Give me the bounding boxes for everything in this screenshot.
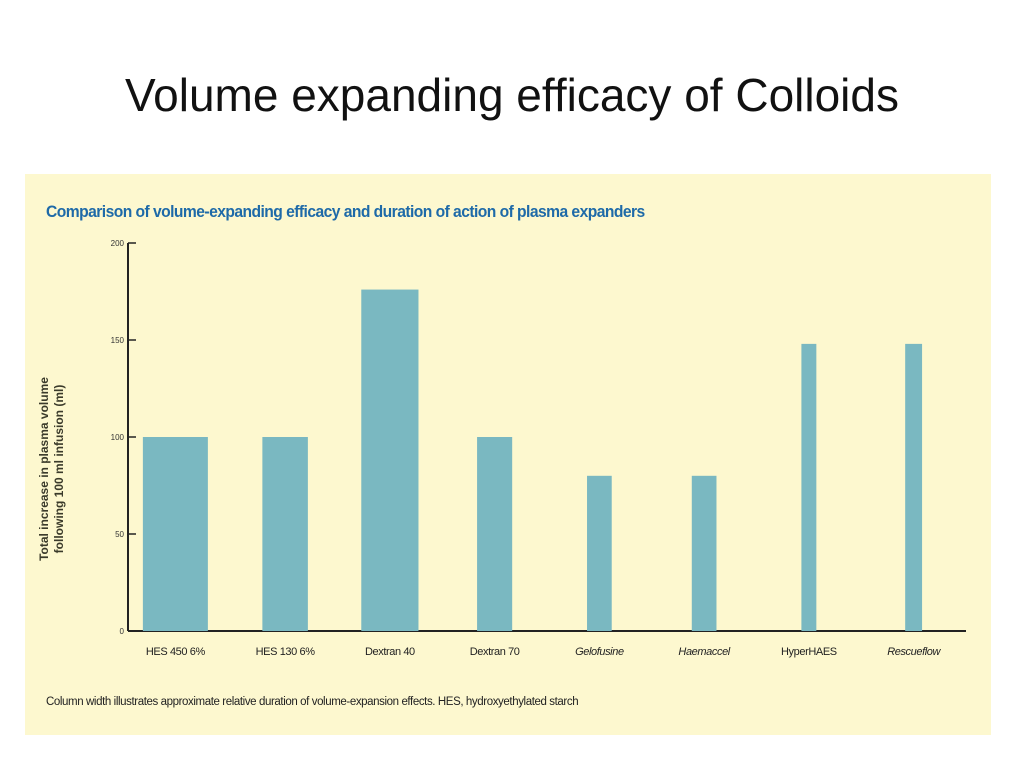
bar-hes-450-6-	[142, 437, 208, 631]
bar-haemaccel	[691, 475, 717, 631]
x-tick-label: HyperHAES	[781, 646, 837, 658]
bar-hyperhaes	[801, 343, 817, 631]
x-tick-label: HES 450 6%	[146, 646, 206, 658]
y-tick-label: 0	[120, 627, 125, 636]
x-tick-label: Rescueflow	[887, 646, 941, 658]
x-tick-label: Dextran 70	[470, 646, 520, 658]
y-tick-label: 150	[111, 336, 125, 345]
chart-panel: Comparison of volume-expanding efficacy …	[25, 174, 991, 735]
x-tick-label: HES 130 6%	[256, 646, 316, 658]
slide-title: Volume expanding efficacy of Colloids	[125, 69, 899, 121]
chart-title: Comparison of volume-expanding efficacy …	[46, 202, 645, 221]
bar-dextran-40	[361, 289, 419, 631]
bar-gelofusine	[587, 475, 612, 631]
x-tick-label: Dextran 40	[365, 646, 415, 658]
y-tick-label: 100	[111, 433, 125, 442]
y-tick-label: 50	[115, 530, 124, 539]
y-tick-label: 200	[111, 239, 125, 248]
bar-hes-130-6-	[262, 437, 308, 631]
x-tick-label: Haemaccel	[678, 646, 730, 658]
plot-area: 0 50 100 150 200 HES 450 6% HES 130 6% Dextran …	[111, 239, 966, 658]
x-tick-label: Gelofusine	[575, 646, 624, 658]
footnote: Column width illustrates approximate rel…	[46, 696, 579, 708]
bar-rescueflow	[905, 343, 923, 631]
bar-dextran-70	[477, 437, 513, 631]
